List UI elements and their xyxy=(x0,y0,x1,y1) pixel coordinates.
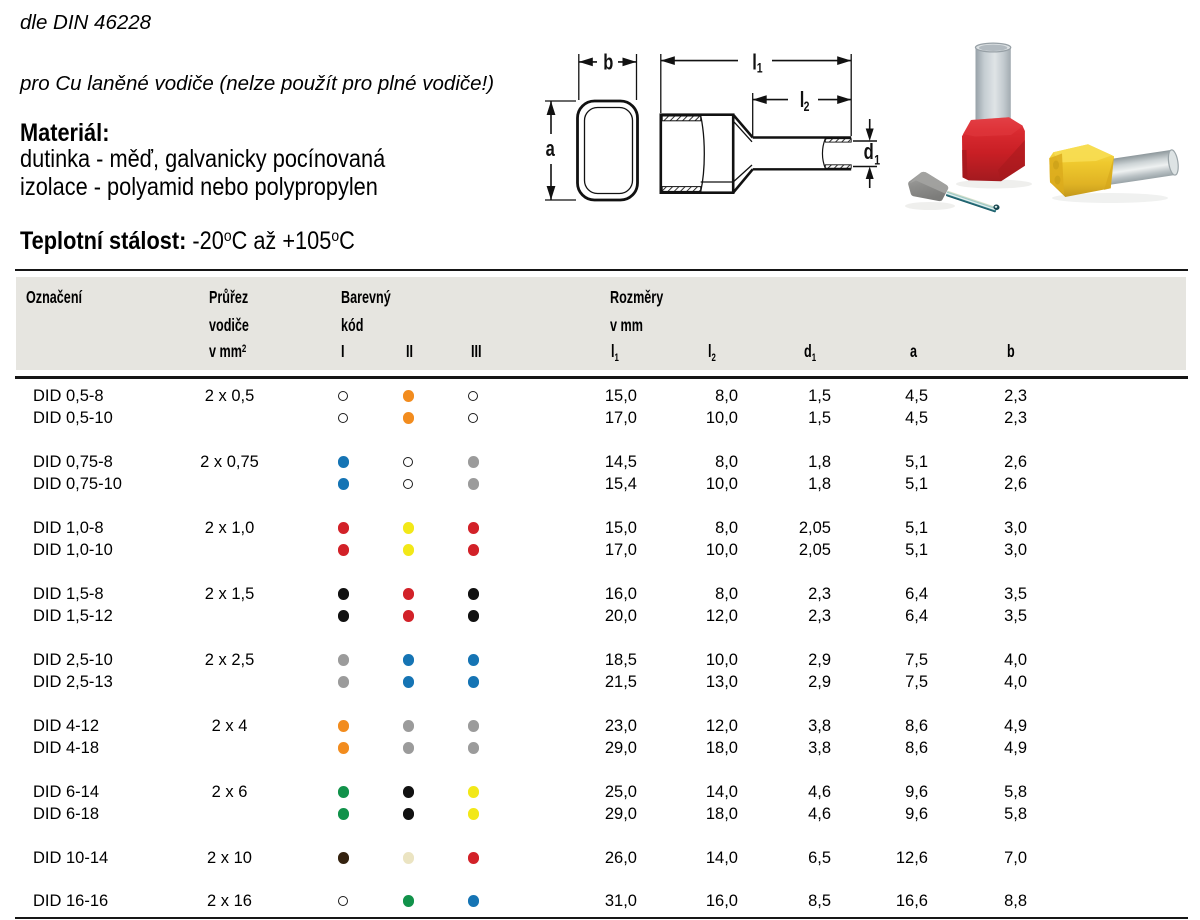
svg-text:2: 2 xyxy=(804,99,810,115)
svg-text:d: d xyxy=(864,140,874,165)
svg-text:1: 1 xyxy=(757,60,763,76)
svg-text:a: a xyxy=(546,137,555,162)
svg-text:l: l xyxy=(752,50,757,75)
svg-text:1: 1 xyxy=(874,152,880,168)
svg-text:b: b xyxy=(603,50,613,75)
svg-text:l: l xyxy=(800,88,805,113)
